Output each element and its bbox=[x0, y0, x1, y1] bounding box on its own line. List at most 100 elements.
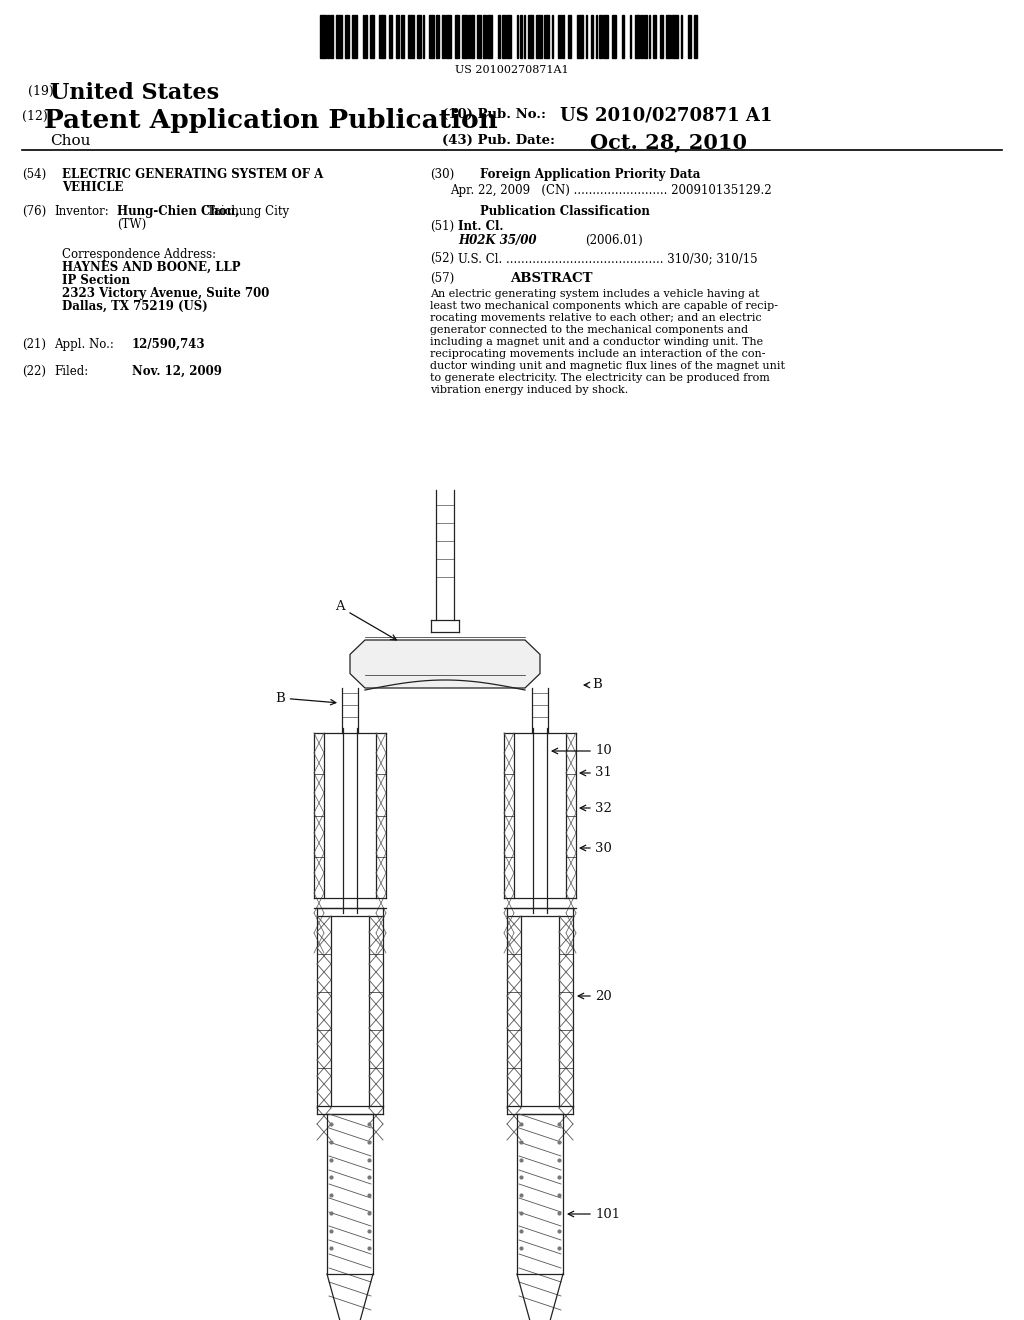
Text: 30: 30 bbox=[595, 842, 612, 854]
Text: US 2010/0270871 A1: US 2010/0270871 A1 bbox=[560, 106, 772, 124]
Text: 20: 20 bbox=[595, 990, 611, 1002]
Text: Patent Application Publication: Patent Application Publication bbox=[44, 108, 498, 133]
Bar bbox=[362, 15, 364, 58]
Bar bbox=[644, 15, 647, 58]
Text: Chou: Chou bbox=[50, 135, 90, 148]
Text: A: A bbox=[335, 601, 396, 640]
Bar bbox=[592, 15, 593, 58]
Bar bbox=[630, 15, 631, 58]
Text: (51): (51) bbox=[430, 220, 454, 234]
Bar bbox=[417, 15, 421, 58]
Text: Inventor:: Inventor: bbox=[54, 205, 109, 218]
Bar bbox=[528, 15, 532, 58]
Bar bbox=[336, 15, 342, 58]
Text: Filed:: Filed: bbox=[54, 366, 88, 378]
Bar bbox=[612, 15, 616, 58]
Bar bbox=[429, 15, 434, 58]
Text: B: B bbox=[275, 692, 336, 705]
Text: Int. Cl.: Int. Cl. bbox=[458, 220, 504, 234]
Bar bbox=[446, 15, 451, 58]
Bar bbox=[653, 15, 656, 58]
Bar bbox=[519, 15, 522, 58]
Bar bbox=[694, 15, 697, 58]
Bar bbox=[506, 15, 511, 58]
Text: Publication Classification: Publication Classification bbox=[480, 205, 650, 218]
Text: to generate electricity. The electricity can be produced from: to generate electricity. The electricity… bbox=[430, 374, 770, 383]
Bar bbox=[536, 15, 542, 58]
Text: 32: 32 bbox=[595, 801, 612, 814]
Bar bbox=[389, 15, 392, 58]
Text: (22): (22) bbox=[22, 366, 46, 378]
Bar bbox=[562, 15, 563, 58]
Polygon shape bbox=[350, 640, 540, 688]
Text: ABSTRACT: ABSTRACT bbox=[510, 272, 593, 285]
Text: (2006.01): (2006.01) bbox=[585, 234, 643, 247]
Text: least two mechanical components which are capable of recip-: least two mechanical components which ar… bbox=[430, 301, 778, 312]
Text: (54): (54) bbox=[22, 168, 46, 181]
Text: ELECTRIC GENERATING SYSTEM OF A: ELECTRIC GENERATING SYSTEM OF A bbox=[62, 168, 324, 181]
Bar bbox=[471, 15, 474, 58]
Text: (76): (76) bbox=[22, 205, 46, 218]
Bar bbox=[672, 15, 678, 58]
Text: B: B bbox=[592, 678, 602, 692]
Text: Apr. 22, 2009   (CN) ......................... 200910135129.2: Apr. 22, 2009 (CN) .....................… bbox=[450, 183, 772, 197]
Text: reciprocating movements include an interaction of the con-: reciprocating movements include an inter… bbox=[430, 348, 766, 359]
Text: generator connected to the mechanical components and: generator connected to the mechanical co… bbox=[430, 325, 749, 335]
Text: Correspondence Address:: Correspondence Address: bbox=[62, 248, 216, 261]
Bar bbox=[688, 15, 691, 58]
Text: (30): (30) bbox=[430, 168, 455, 181]
Bar bbox=[516, 15, 518, 58]
Bar bbox=[641, 15, 643, 58]
Bar bbox=[524, 15, 525, 58]
Bar bbox=[408, 15, 414, 58]
Text: Appl. No.:: Appl. No.: bbox=[54, 338, 114, 351]
Bar bbox=[379, 15, 385, 58]
Text: Taichung City: Taichung City bbox=[207, 205, 289, 218]
Text: 2323 Victory Avenue, Suite 700: 2323 Victory Avenue, Suite 700 bbox=[62, 286, 269, 300]
Bar bbox=[477, 15, 481, 58]
Bar bbox=[577, 15, 583, 58]
Bar bbox=[319, 15, 326, 58]
Text: (10) Pub. No.:: (10) Pub. No.: bbox=[442, 108, 546, 121]
Text: VEHICLE: VEHICLE bbox=[62, 181, 123, 194]
Text: Oct. 28, 2010: Oct. 28, 2010 bbox=[590, 132, 746, 152]
Text: (57): (57) bbox=[430, 272, 455, 285]
Bar bbox=[552, 15, 553, 58]
Bar bbox=[455, 15, 460, 58]
Text: Foreign Application Priority Data: Foreign Application Priority Data bbox=[480, 168, 700, 181]
Bar bbox=[603, 15, 607, 58]
Bar bbox=[568, 15, 571, 58]
Text: (TW): (TW) bbox=[117, 218, 146, 231]
Text: vibration energy induced by shock.: vibration energy induced by shock. bbox=[430, 385, 629, 395]
Bar bbox=[681, 15, 682, 58]
Bar bbox=[366, 15, 367, 58]
Text: HAYNES AND BOONE, LLP: HAYNES AND BOONE, LLP bbox=[62, 261, 241, 275]
Bar bbox=[370, 15, 375, 58]
Bar bbox=[423, 15, 424, 58]
Text: An electric generating system includes a vehicle having at: An electric generating system includes a… bbox=[430, 289, 760, 300]
Bar bbox=[586, 15, 587, 58]
Bar bbox=[396, 15, 399, 58]
Text: 10: 10 bbox=[595, 744, 611, 758]
Bar bbox=[345, 15, 349, 58]
Bar bbox=[487, 15, 492, 58]
Bar bbox=[599, 15, 602, 58]
Bar bbox=[436, 15, 439, 58]
Text: (21): (21) bbox=[22, 338, 46, 351]
Text: (52): (52) bbox=[430, 252, 454, 265]
Text: 31: 31 bbox=[595, 767, 612, 780]
Text: (19): (19) bbox=[28, 84, 53, 98]
Text: Dallas, TX 75219 (US): Dallas, TX 75219 (US) bbox=[62, 300, 208, 313]
Bar bbox=[400, 15, 403, 58]
Bar bbox=[558, 15, 560, 58]
Text: Hung-Chien Chou,: Hung-Chien Chou, bbox=[117, 205, 240, 218]
Bar bbox=[331, 15, 333, 58]
Bar bbox=[483, 15, 485, 58]
Text: IP Section: IP Section bbox=[62, 275, 130, 286]
Bar bbox=[648, 15, 650, 58]
Bar bbox=[498, 15, 501, 58]
Text: H02K 35/00: H02K 35/00 bbox=[458, 234, 537, 247]
Bar bbox=[502, 15, 505, 58]
Text: rocating movements relative to each other; and an electric: rocating movements relative to each othe… bbox=[430, 313, 762, 323]
Bar bbox=[441, 15, 444, 58]
